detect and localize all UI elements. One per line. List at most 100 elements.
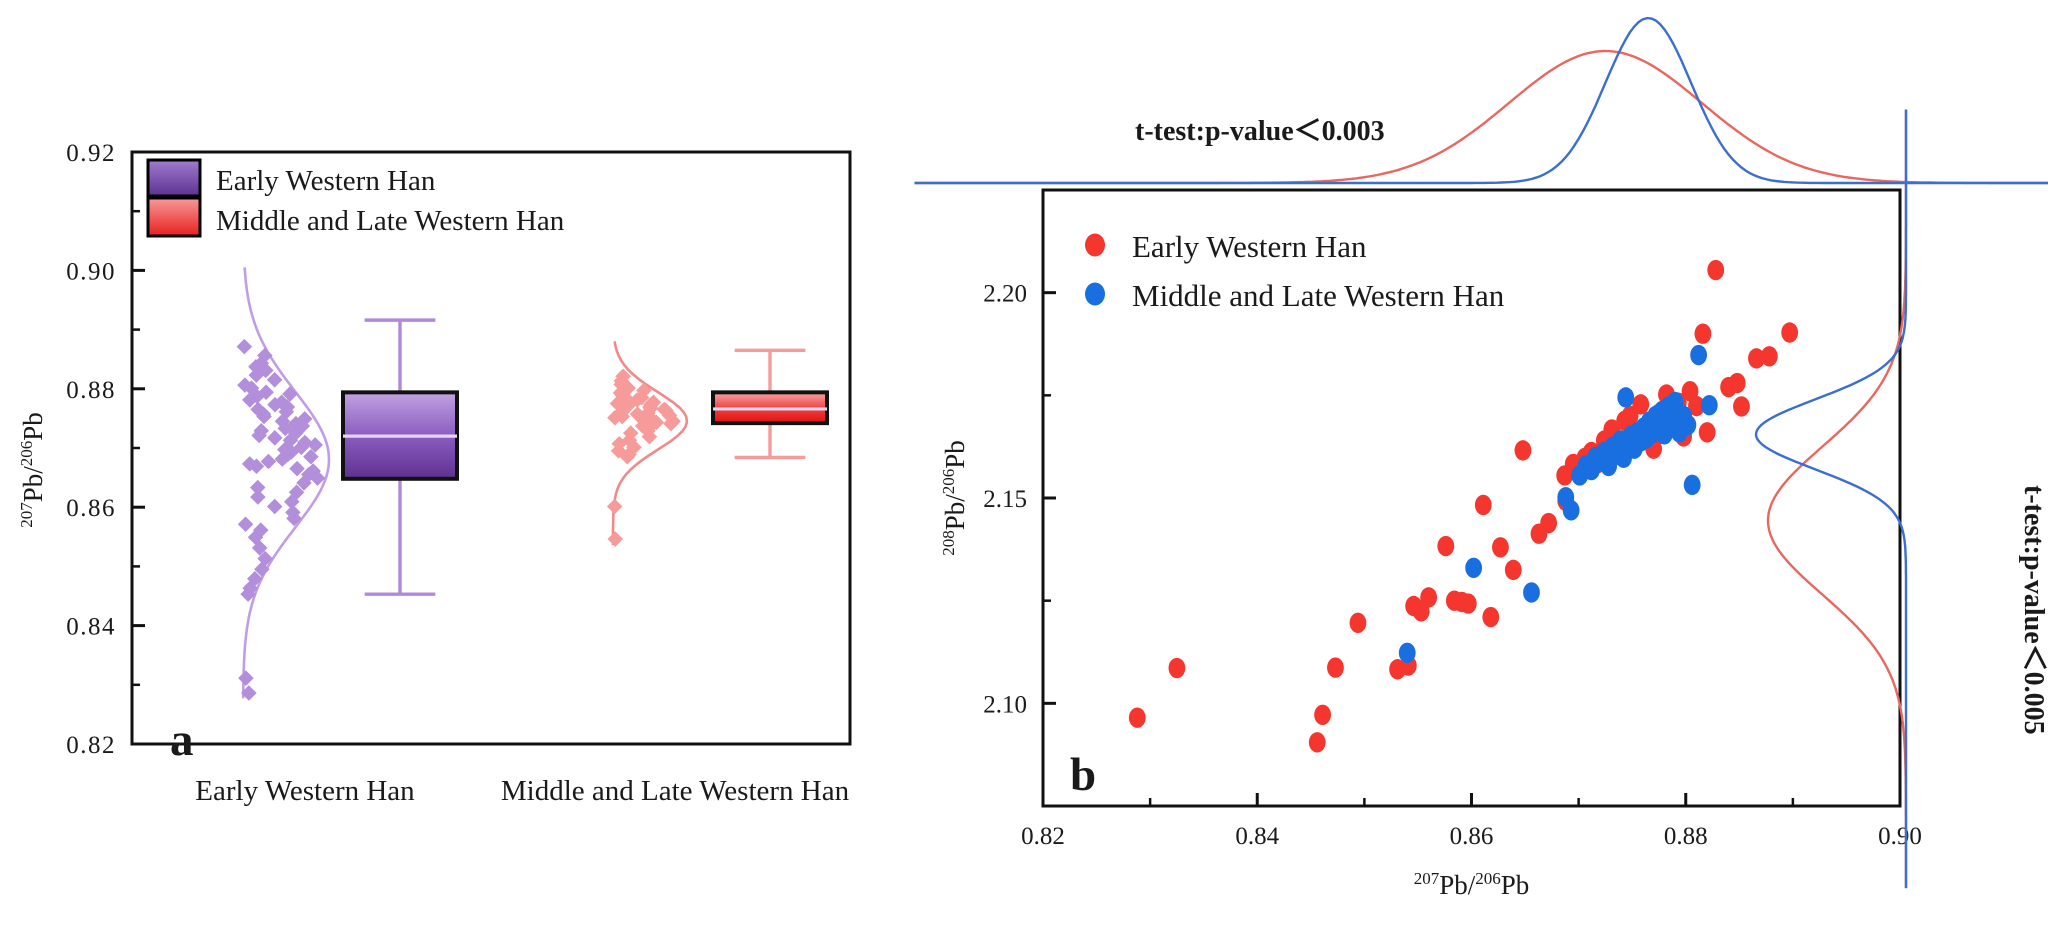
svg-text:207Pb/206Pb: 207Pb/206Pb (17, 412, 48, 528)
panel-a-letter: a (170, 714, 194, 766)
svg-text:0.82: 0.82 (66, 732, 116, 759)
box (341, 318, 459, 596)
boxplot-group-midlate (606, 341, 829, 547)
jitter-point (607, 531, 624, 547)
jitter-point (283, 493, 300, 510)
legend-label-midlate: Middle and Late Western Han (216, 205, 565, 237)
category-label-midlate: Middle and Late Western Han (501, 775, 850, 807)
jitter-points (606, 368, 681, 547)
scatter-point (1760, 346, 1778, 367)
scatter-point (1308, 732, 1326, 753)
scatter-point (1492, 537, 1509, 558)
svg-text:0.88: 0.88 (66, 377, 116, 404)
panel-a-legend: Early Western Han Middle and Late Western… (146, 158, 565, 238)
kde-right-midlate (1754, 109, 1908, 889)
jitter-point (238, 670, 254, 686)
scatter-point (1666, 391, 1684, 413)
box (711, 348, 829, 460)
panel-b-letter: b (1070, 749, 1096, 801)
scatter-point (1698, 422, 1716, 443)
scatter-point (1781, 322, 1799, 343)
jitter-point (251, 427, 267, 444)
svg-text:0.84: 0.84 (66, 614, 116, 641)
jitter-point (248, 458, 265, 475)
scatter-point (1540, 512, 1558, 534)
scatter-point (1683, 474, 1701, 496)
svg-text:2.20: 2.20 (983, 281, 1027, 308)
scatter-point (1748, 348, 1765, 369)
scatter-point (1482, 606, 1500, 628)
category-label-early: Early Western Han (195, 775, 415, 807)
scatter-point (1514, 440, 1532, 461)
svg-text:0.86: 0.86 (1450, 823, 1494, 850)
jitter-point (663, 415, 679, 432)
kde-right-early (1766, 109, 1908, 889)
scatter-point (1632, 394, 1650, 415)
scatter-point (1707, 259, 1725, 281)
svg-text:2.15: 2.15 (983, 486, 1027, 513)
jitter-point (256, 408, 272, 425)
panel-b-scatter: 0.82 0.84 0.86 0.88 0.90 2.10 2.15 2.20 207Pb/20… (914, 0, 2048, 939)
svg-text:2.10: 2.10 (983, 691, 1027, 718)
jitter-point (641, 428, 658, 445)
svg-text:0.82: 0.82 (1021, 823, 1065, 850)
kde-top-early (914, 49, 2048, 185)
scatter-series-early (1128, 259, 1799, 753)
kde-curve (241, 267, 331, 699)
y-axis-ticks: 2.10 2.15 2.20 (983, 188, 1056, 808)
scatter-point (1474, 494, 1492, 516)
panel-b-svg: 0.82 0.84 0.86 0.88 0.90 2.10 2.15 2.20 207Pb/20… (914, 16, 2048, 900)
jitter-point (289, 460, 305, 477)
panel-a-svg: 0.82 0.84 0.86 0.88 0.90 0.92 207Pb/206Pb Early… (17, 140, 852, 807)
legend-swatch-early (146, 158, 202, 198)
jitter-point (250, 489, 266, 505)
scatter-point (1465, 557, 1483, 579)
x-axis-title: 207Pb/206Pb (1414, 869, 1530, 900)
scatter-point (1128, 707, 1146, 728)
jitter-point (307, 437, 323, 453)
scatter-point (1690, 344, 1708, 366)
kde-top-midlate (914, 16, 2048, 185)
y-axis-title: 207Pb/206Pb (17, 412, 48, 528)
jitter-point (282, 386, 298, 402)
legend-swatch-midlate (146, 196, 202, 238)
ttest-right-annotation: t-test:p-value＜0.005 (2018, 485, 2048, 735)
scatter-point (1694, 323, 1712, 344)
svg-text:0.90: 0.90 (66, 258, 116, 285)
legend-label-early: Early Western Han (1132, 229, 1367, 264)
scatter-point (1314, 704, 1331, 726)
marginal-kde-right (1754, 109, 1908, 889)
scatter-point (1459, 593, 1477, 614)
jitter-point (274, 451, 291, 467)
legend-label-early: Early Western Han (216, 165, 436, 197)
x-axis-ticks: 0.82 0.84 0.86 0.88 0.90 (1021, 793, 1922, 850)
legend-marker-midlate (1085, 282, 1105, 306)
scatter-point (1168, 657, 1186, 679)
panel-b-legend: Early Western Han Middle and Late Western… (1085, 229, 1505, 313)
jitter-point (619, 448, 636, 465)
jitter-point (267, 396, 283, 413)
svg-text:0.84: 0.84 (1235, 823, 1279, 850)
scatter-point (1688, 395, 1705, 417)
jitter-points (236, 338, 326, 701)
y-axis-title: 208Pb/206Pb (939, 440, 970, 556)
boxplot-group-early (236, 267, 459, 701)
svg-text:0.88: 0.88 (1664, 823, 1708, 850)
y-axis-ticks: 0.82 0.84 0.86 0.88 0.90 0.92 (66, 140, 145, 759)
jitter-point (309, 470, 326, 486)
svg-text:0.92: 0.92 (66, 140, 116, 167)
svg-text:0.86: 0.86 (66, 495, 116, 522)
jitter-point (267, 430, 283, 446)
jitter-point (296, 475, 312, 491)
legend-marker-early (1085, 233, 1105, 257)
plot-frame (130, 150, 852, 746)
scatter-point (1700, 394, 1718, 416)
scatter-point (1437, 535, 1455, 557)
legend-label-midlate: Middle and Late Western Han (1132, 278, 1505, 313)
jitter-point (242, 392, 258, 408)
jitter-point (249, 479, 266, 496)
jitter-point (237, 516, 254, 533)
box-upper-half (713, 392, 827, 409)
ttest-top-annotation: t-test:p-value＜0.003 (1135, 116, 1385, 147)
